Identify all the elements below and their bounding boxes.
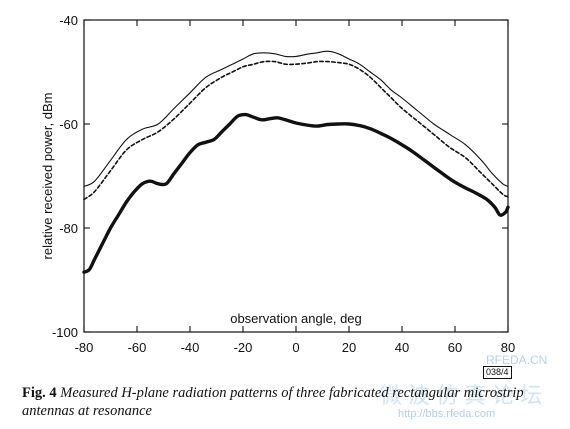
x-tick-label--40: -40 xyxy=(181,340,200,355)
x-tick-label-0: 0 xyxy=(292,340,299,355)
x-tick-label-60: 60 xyxy=(448,340,462,355)
y-tick-label--40: -40 xyxy=(59,13,78,28)
watermark-site: RFEDA.CN xyxy=(486,353,548,367)
x-tick-label-80: 80 xyxy=(501,340,515,355)
y-tick-label--100: -100 xyxy=(52,325,78,340)
x-tick-label-20: 20 xyxy=(342,340,356,355)
watermark-url: http://bbs.rfeda.com xyxy=(398,408,496,420)
x-tick-label--20: -20 xyxy=(234,340,253,355)
x-tick-label-40: 40 xyxy=(395,340,409,355)
caption-label: Fig. 4 xyxy=(22,385,57,401)
y-tick-label--60: -60 xyxy=(59,117,78,132)
tick-labels: -80 -60 -40 -20 0 20 40 60 80-100-80-60-40 xyxy=(52,13,515,355)
x-tick-label--60: -60 xyxy=(128,340,147,355)
figure-code: 038/4 xyxy=(483,366,512,379)
axis-ticks xyxy=(83,19,509,333)
series-line-dashed xyxy=(83,60,509,201)
figure-caption: Fig. 4 Measured H-plane radiation patter… xyxy=(22,384,542,420)
series-layer xyxy=(82,50,510,274)
y-tick-label--80: -80 xyxy=(59,221,78,236)
caption-text: Measured H-plane radiation patterns of t… xyxy=(22,385,524,419)
series-line-thin-solid xyxy=(83,50,509,187)
y-axis-title: relative received power, dBm xyxy=(40,93,55,260)
x-axis-title: observation angle, deg xyxy=(230,311,362,326)
watermark-chinese: 微波仿真论坛 xyxy=(380,384,549,409)
series-line-thick-solid xyxy=(82,112,510,274)
x-tick-label--80: -80 xyxy=(75,340,94,355)
